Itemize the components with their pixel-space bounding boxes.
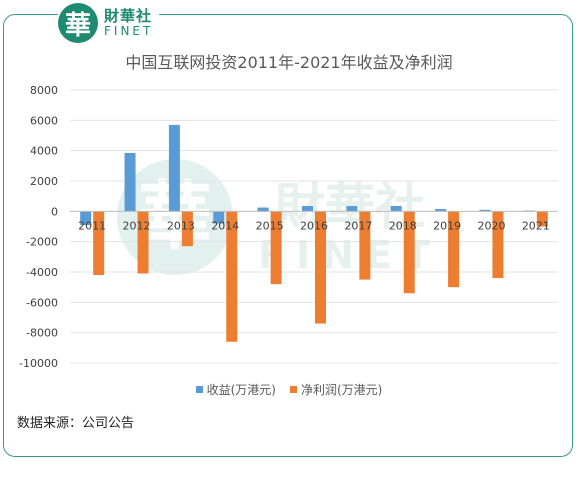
revenue-bar-2019 bbox=[435, 209, 447, 212]
legend-label-net-profit: 净利润(万港元) bbox=[301, 383, 383, 397]
x-tick-label: 2020 bbox=[477, 219, 505, 232]
x-tick-label: 2014 bbox=[211, 219, 239, 232]
x-tick-label: 2017 bbox=[344, 219, 372, 232]
y-tick-label: -6000 bbox=[26, 296, 58, 309]
net-profit-bar-2014 bbox=[226, 211, 238, 342]
revenue-bar-2017 bbox=[346, 206, 358, 212]
revenue-bar-2014 bbox=[213, 211, 225, 224]
brand-name-en: FINET bbox=[104, 23, 154, 38]
brand-name-zh: 財華社 bbox=[104, 6, 153, 25]
net-profit-bar-2021 bbox=[536, 211, 548, 227]
chart-title: 中国互联网投资2011年-2021年收益及净利润 bbox=[125, 53, 453, 72]
net-profit-bar-2017 bbox=[359, 211, 371, 280]
revenue-bar-2012 bbox=[124, 152, 136, 212]
net-profit-bar-2012 bbox=[137, 211, 149, 274]
net-profit-bar-2020 bbox=[492, 211, 504, 279]
y-tick-label: 0 bbox=[51, 205, 58, 218]
logo-seal: 華 bbox=[58, 3, 98, 43]
net-profit-bar-2018 bbox=[403, 211, 415, 294]
x-axis: 2011 2012 2013 2014 2015 2016 2017 2018 2019 2020… bbox=[70, 210, 558, 232]
data-source: 数据来源：公司公告 bbox=[17, 416, 135, 431]
x-tick-label: 2016 bbox=[300, 219, 328, 232]
y-tick-label: 4000 bbox=[30, 145, 58, 158]
revenue-bar-2013 bbox=[168, 124, 180, 212]
brand-text: 財華社 FINET bbox=[104, 6, 154, 38]
net-profit-bar-2019 bbox=[448, 211, 460, 288]
x-tick-label: 2021 bbox=[522, 219, 550, 232]
revenue-bar-2018 bbox=[390, 206, 402, 212]
net-profit-bar-2016 bbox=[315, 211, 326, 324]
net-profit-bar-2013 bbox=[181, 211, 193, 247]
y-tick-label: -2000 bbox=[26, 236, 58, 249]
y-tick-label: -4000 bbox=[26, 266, 58, 279]
y-tick-label: -8000 bbox=[26, 327, 58, 340]
y-tick-label: 6000 bbox=[30, 114, 58, 127]
revenue-bar-2020 bbox=[479, 209, 491, 212]
y-tick-label: 8000 bbox=[30, 84, 58, 97]
legend-item-net-profit: 净利润(万港元) bbox=[290, 381, 382, 398]
x-tick-label: 2018 bbox=[389, 219, 417, 232]
legend: 收益(万港元) 净利润(万港元) bbox=[0, 381, 578, 398]
bars bbox=[80, 124, 548, 342]
legend-label-revenue: 收益(万港元) bbox=[206, 383, 276, 397]
y-tick-label: 2000 bbox=[30, 175, 58, 188]
revenue-bar-2015 bbox=[257, 207, 269, 212]
x-tick-label: 2019 bbox=[433, 219, 461, 232]
revenue-bar-2016 bbox=[302, 206, 313, 212]
finet-logo: 華 財華社 FINET bbox=[58, 0, 160, 46]
net-profit-bar-2015 bbox=[270, 211, 282, 285]
y-tick-label: -10000 bbox=[19, 357, 58, 370]
legend-swatch-net-profit bbox=[290, 386, 297, 393]
x-tick-label: 2011 bbox=[78, 219, 106, 232]
net-profit-bar-2011 bbox=[93, 211, 105, 276]
legend-swatch-revenue bbox=[195, 386, 203, 393]
y-axis: 8000 6000 4000 2000 0 -2000 -4000 -6000 -8000 -10… bbox=[19, 84, 58, 370]
x-tick-label: 2013 bbox=[167, 219, 195, 232]
revenue-bar-2011 bbox=[80, 211, 92, 225]
legend-item-revenue: 收益(万港元) bbox=[195, 381, 276, 398]
x-tick-label: 2012 bbox=[123, 219, 151, 232]
x-tick-label: 2015 bbox=[256, 219, 284, 232]
